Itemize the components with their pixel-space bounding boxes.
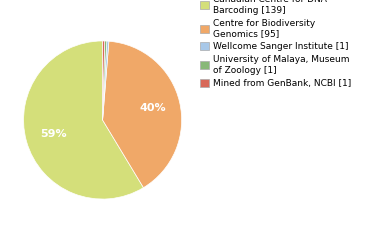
Wedge shape	[103, 41, 182, 188]
Wedge shape	[103, 41, 109, 120]
Text: 59%: 59%	[40, 129, 66, 139]
Wedge shape	[103, 41, 105, 120]
Legend: Canadian Centre for DNA
Barcoding [139], Centre for Biodiversity
Genomics [95], : Canadian Centre for DNA Barcoding [139],…	[200, 0, 351, 88]
Wedge shape	[24, 41, 144, 199]
Text: 40%: 40%	[139, 103, 166, 113]
Wedge shape	[103, 41, 107, 120]
